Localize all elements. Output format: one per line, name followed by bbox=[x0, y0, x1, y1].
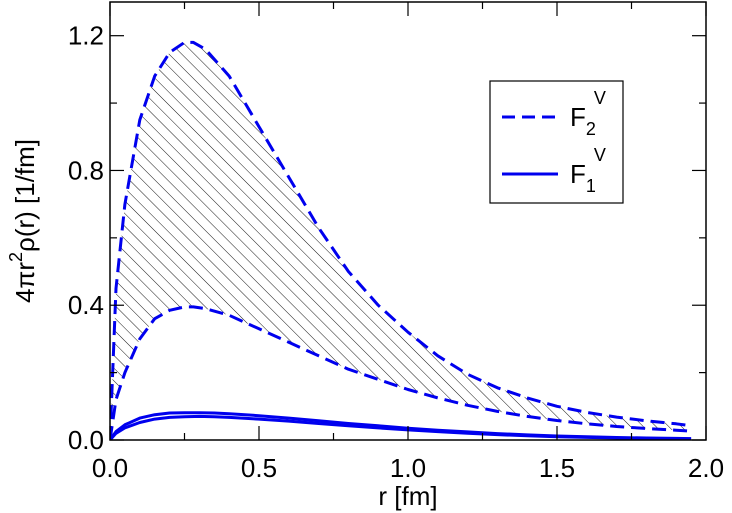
legend-f1v-main: F bbox=[570, 159, 586, 189]
legend-label-f1v: F1 V bbox=[570, 145, 606, 196]
legend-f1v-sub: 1 bbox=[586, 176, 596, 196]
y-tick-label: 1.2 bbox=[68, 21, 104, 51]
series-layer bbox=[110, 40, 692, 440]
legend: F2V F1V bbox=[489, 80, 624, 204]
legend-f2v-sub: 2 bbox=[586, 119, 596, 139]
series-line-f2v-upper bbox=[110, 40, 692, 440]
y-tick-label: 0.8 bbox=[68, 155, 104, 185]
x-axis-title: r [fm] bbox=[378, 481, 437, 511]
y-axis-title-part-2: ρ(r) [1/fm] bbox=[10, 139, 40, 252]
tick-layer: 0.0 0.5 1.0 1.5 2.0 0.0 0.4 0.8 1.2 bbox=[68, 2, 724, 483]
legend-f2v-main: F bbox=[570, 102, 586, 132]
legend-label-f2v: F2 V bbox=[570, 88, 606, 139]
x-tick-label: 0.5 bbox=[241, 453, 277, 483]
y-tick-label: 0.0 bbox=[68, 425, 104, 455]
y-axis-title: 4πr2ρ(r) [1/fm] bbox=[6, 139, 40, 303]
x-tick-label: 1.0 bbox=[390, 453, 426, 483]
y-axis-title-exponent: 2 bbox=[6, 252, 26, 262]
series-line-f1v-lower bbox=[110, 414, 692, 440]
y-axis-title-part-1: 4πr bbox=[10, 262, 40, 303]
legend-f2v-sup: V bbox=[594, 88, 606, 108]
x-tick-label: 2.0 bbox=[688, 453, 724, 483]
band-f2v bbox=[110, 42, 692, 440]
legend-box bbox=[489, 80, 624, 204]
y-tick-label: 0.4 bbox=[68, 290, 104, 320]
x-tick-label: 1.5 bbox=[539, 453, 575, 483]
series-line-f2v-lower bbox=[110, 305, 692, 440]
legend-f1v-sup: V bbox=[594, 145, 606, 165]
band-layer bbox=[110, 42, 692, 440]
x-tick-label: 0.0 bbox=[92, 453, 128, 483]
